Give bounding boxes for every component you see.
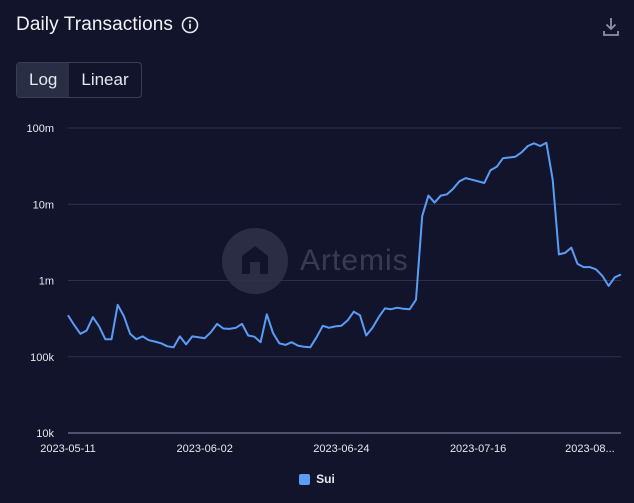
y-tick-label: 100k bbox=[30, 352, 54, 364]
artemis-logo bbox=[222, 228, 288, 294]
log-scale-button[interactable]: Log bbox=[17, 63, 70, 97]
x-tick-label: 2023-06-24 bbox=[313, 443, 369, 455]
info-icon[interactable] bbox=[181, 16, 199, 34]
x-tick-label: 2023-06-02 bbox=[177, 443, 233, 455]
grid-layer bbox=[68, 127, 621, 434]
legend: Sui bbox=[0, 472, 634, 486]
chart-header: Daily Transactions bbox=[16, 14, 199, 36]
scale-toggle: Log Linear bbox=[16, 62, 142, 98]
y-axis: 10k 100k 1m 10m 100m bbox=[26, 123, 54, 440]
y-tick-label: 10k bbox=[36, 428, 54, 440]
x-tick-label: 2023-05-11 bbox=[40, 443, 95, 455]
x-axis: 2023-05-11 2023-06-02 2023-06-24 2023-07-16… bbox=[40, 443, 614, 455]
watermark-text: Artemis bbox=[300, 244, 409, 277]
chart-title: Daily Transactions bbox=[16, 14, 174, 35]
linear-scale-button[interactable]: Linear bbox=[81, 70, 129, 89]
x-tick-label: 2023-07-16 bbox=[450, 443, 506, 455]
artemis-watermark: Artemis bbox=[222, 228, 409, 294]
y-tick-label: 10m bbox=[33, 199, 54, 211]
y-tick-label: 1m bbox=[39, 276, 54, 288]
series-layer bbox=[67, 141, 622, 349]
download-icon[interactable] bbox=[602, 16, 620, 38]
x-tick-label: 2023-08... bbox=[565, 443, 615, 455]
y-tick-label: 100m bbox=[26, 123, 54, 135]
series-line-sui[interactable] bbox=[67, 141, 622, 349]
legend-label-sui[interactable]: Sui bbox=[316, 472, 335, 486]
legend-swatch-sui[interactable] bbox=[299, 473, 311, 485]
